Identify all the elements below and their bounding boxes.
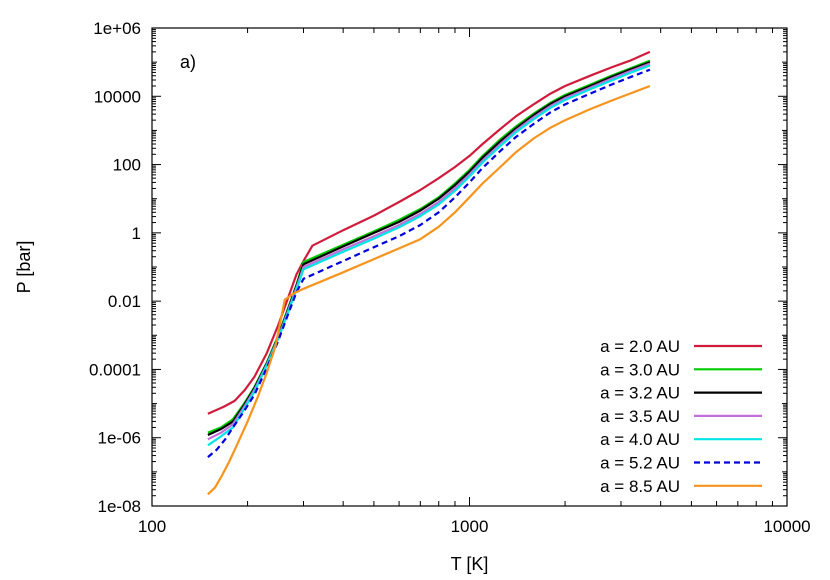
y-tick-label: 1e-06 — [98, 429, 141, 448]
y-tick-label: 1e+06 — [93, 19, 141, 38]
x-tick-label: 100 — [138, 517, 166, 536]
y-tick-label: 1 — [132, 224, 141, 243]
legend-label: a = 2.0 AU — [600, 337, 680, 356]
y-tick-label: 10000 — [94, 87, 141, 106]
x-axis-title: T [K] — [451, 554, 489, 574]
x-tick-label: 1000 — [451, 517, 489, 536]
series-line-2 — [207, 61, 651, 437]
legend: a = 2.0 AU a = 3.0 AU a = 3.2 AU a = 3.5 AU… — [600, 337, 762, 496]
panel-label: a) — [180, 52, 196, 72]
x-tick-labels: 100 1000 10000 — [138, 517, 811, 536]
legend-label: a = 3.2 AU — [600, 384, 680, 403]
legend-label: a = 3.5 AU — [600, 407, 680, 426]
x-tick-label: 10000 — [763, 517, 810, 536]
y-axis-title: P [bar] — [14, 241, 34, 294]
legend-label: a = 5.2 AU — [600, 454, 680, 473]
series-line-4 — [207, 64, 651, 447]
series-line-1 — [207, 59, 651, 434]
series-line-5 — [207, 68, 651, 458]
legend-label: a = 4.0 AU — [600, 430, 680, 449]
series-lines — [207, 50, 651, 496]
y-tick-label: 0.0001 — [89, 360, 141, 379]
legend-label: a = 8.5 AU — [600, 477, 680, 496]
y-tick-label: 100 — [113, 156, 141, 175]
y-tick-label: 1e-08 — [98, 497, 141, 516]
series-line-0 — [207, 50, 651, 415]
y-tick-labels: 1e-08 1e-06 0.0001 0.01 1 100 10000 1e+06 — [89, 19, 141, 516]
axis-ticks — [151, 27, 788, 507]
plot-frame — [151, 27, 788, 507]
legend-label: a = 3.0 AU — [600, 360, 680, 379]
series-line-3 — [207, 62, 651, 441]
series-line-6 — [207, 84, 651, 496]
y-tick-label: 0.01 — [108, 292, 141, 311]
